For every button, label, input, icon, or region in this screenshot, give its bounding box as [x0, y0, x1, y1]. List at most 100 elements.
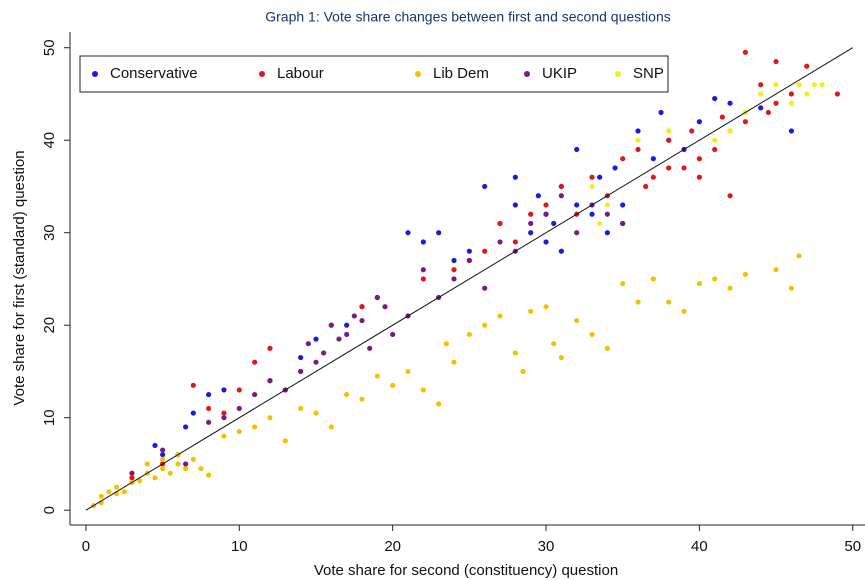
point: [773, 58, 779, 65]
point: [359, 317, 365, 324]
point: [796, 82, 802, 88]
point: [635, 128, 641, 134]
point: [804, 91, 810, 97]
point: [482, 183, 488, 190]
point: [144, 461, 150, 467]
point: [298, 405, 304, 412]
point: [436, 230, 442, 236]
point: [160, 456, 166, 462]
point: [574, 317, 580, 324]
point: [367, 345, 373, 351]
point: [758, 82, 764, 88]
point: [451, 257, 457, 264]
x-tick-label: 40: [691, 538, 708, 555]
point: [811, 82, 817, 88]
point: [190, 456, 196, 462]
point: [313, 359, 319, 365]
point: [221, 415, 227, 421]
point: [543, 202, 549, 208]
point: [190, 382, 196, 388]
point: [574, 202, 580, 208]
point: [650, 156, 656, 162]
point: [773, 267, 779, 273]
point: [236, 387, 242, 393]
legend-label: Conservative: [110, 65, 198, 82]
point: [175, 461, 181, 467]
y-axis-label: Vote share for first (standard) question: [11, 150, 28, 405]
point: [551, 220, 557, 227]
point: [643, 183, 649, 190]
legend: Conservative Labour Lib Dem UKIP SNP: [79, 55, 669, 93]
point: [512, 202, 518, 208]
point: [405, 230, 411, 236]
point: [305, 341, 311, 347]
point: [129, 470, 135, 476]
y-tick-label: 0: [41, 506, 58, 514]
legend-marker: [259, 71, 265, 77]
equality-line: [85, 47, 853, 511]
point: [482, 248, 488, 254]
point: [528, 220, 534, 227]
legend-box: [79, 55, 669, 93]
point: [390, 382, 396, 388]
point: [451, 267, 457, 273]
point: [183, 424, 189, 430]
point: [267, 345, 273, 351]
point: [336, 336, 342, 342]
point: [344, 322, 350, 328]
point: [558, 248, 564, 254]
point: [420, 276, 426, 282]
point: [236, 428, 242, 435]
point: [543, 304, 549, 310]
point: [206, 405, 212, 412]
point: [727, 128, 733, 134]
point: [298, 368, 304, 375]
point: [497, 239, 503, 245]
point: [620, 220, 626, 227]
point: [436, 401, 442, 407]
point: [635, 299, 641, 305]
point: [719, 114, 725, 120]
point: [727, 193, 733, 199]
point: [466, 331, 472, 338]
point: [466, 248, 472, 254]
x-tick-label: 50: [844, 538, 861, 555]
point: [252, 391, 258, 398]
point: [497, 220, 503, 227]
point: [152, 475, 158, 481]
point: [374, 294, 380, 301]
x-tick-label: 10: [231, 538, 248, 555]
legend-marker: [415, 71, 421, 77]
point: [420, 239, 426, 245]
x-tick-label: 0: [82, 538, 90, 555]
x-axis-label: Vote share for second (constituency) que…: [314, 562, 618, 579]
point: [512, 174, 518, 180]
point: [405, 368, 411, 375]
point: [160, 465, 166, 472]
point: [558, 193, 564, 199]
point: [742, 271, 748, 277]
y-tick-label: 50: [41, 39, 58, 56]
point: [604, 345, 610, 351]
point: [727, 100, 733, 106]
point: [589, 174, 595, 180]
point: [528, 230, 534, 236]
point: [221, 387, 227, 393]
plot-area: [91, 49, 840, 509]
point: [620, 156, 626, 162]
point: [696, 280, 702, 287]
point: [589, 211, 595, 217]
point: [183, 461, 189, 467]
point: [420, 387, 426, 393]
point: [313, 410, 319, 416]
legend-label: UKIP: [542, 65, 577, 82]
point: [236, 405, 242, 412]
point: [597, 220, 603, 227]
point: [359, 396, 365, 402]
point: [267, 415, 273, 421]
point: [344, 331, 350, 338]
point: [535, 193, 541, 199]
point: [804, 63, 810, 69]
point: [589, 183, 595, 190]
